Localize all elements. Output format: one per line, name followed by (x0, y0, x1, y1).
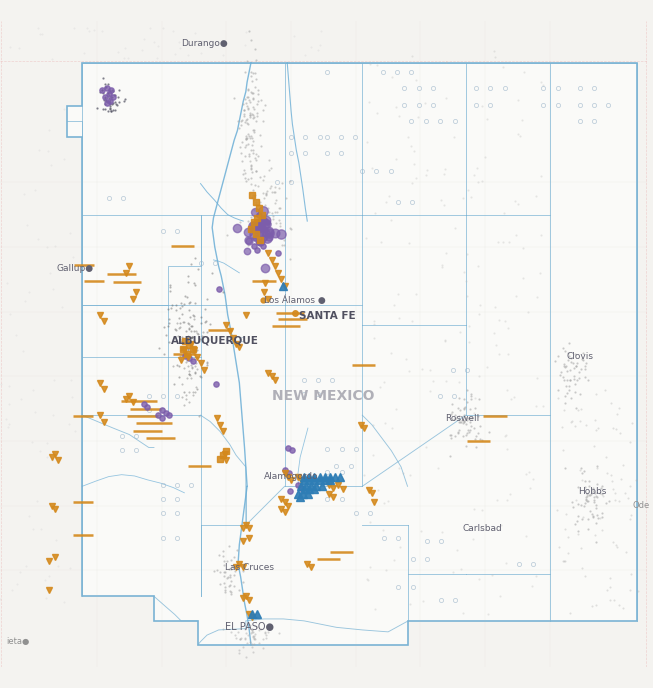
Text: Carlsbad: Carlsbad (462, 524, 502, 533)
Text: Los Álamos ●: Los Álamos ● (264, 296, 326, 305)
Text: EL PASO●: EL PASO● (225, 622, 274, 632)
Text: Clovis: Clovis (566, 352, 593, 361)
Text: Ode: Ode (633, 502, 650, 510)
Text: Alamogordo: Alamogordo (264, 472, 319, 481)
Text: Gallup●: Gallup● (57, 264, 94, 273)
Text: Roswell: Roswell (445, 414, 479, 423)
Text: ALBUQUERQUE: ALBUQUERQUE (172, 336, 259, 346)
Polygon shape (67, 63, 637, 645)
Text: Durango●: Durango● (181, 39, 228, 48)
Text: NEW MEXICO: NEW MEXICO (272, 389, 375, 402)
Text: Las Cruces: Las Cruces (225, 563, 274, 572)
Text: Hobbs: Hobbs (578, 487, 606, 496)
Text: SANTA FE: SANTA FE (299, 310, 355, 321)
Text: ieta●: ieta● (7, 637, 30, 646)
